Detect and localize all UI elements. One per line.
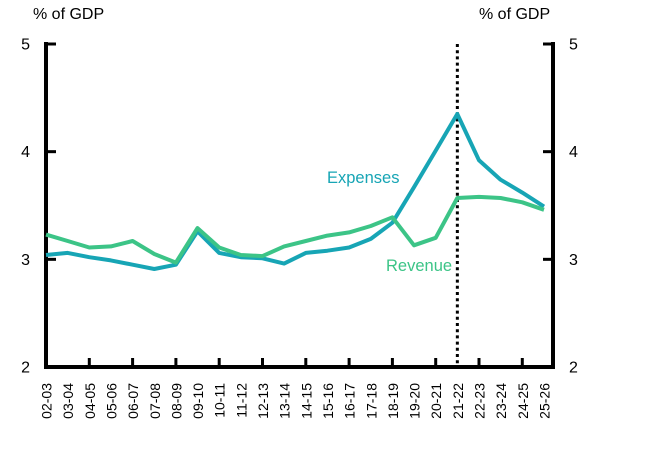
x-category-label: 09-10 — [190, 383, 206, 419]
x-category-label: 04-05 — [82, 383, 98, 419]
x-category-label: 20-21 — [428, 383, 444, 419]
x-category-label: 17-18 — [363, 383, 379, 419]
x-category-label: 11-12 — [233, 383, 249, 418]
right-ytick-label: 3 — [569, 252, 578, 269]
x-category-label: 14-15 — [298, 383, 314, 419]
x-category-label: 19-20 — [407, 383, 423, 419]
x-category-label: 02-03 — [39, 383, 55, 419]
left-axis-unit-label: % of GDP — [33, 6, 105, 23]
x-category-label: 24-25 — [515, 383, 531, 419]
x-category-label: 07-08 — [147, 383, 163, 419]
left-ytick-label: 5 — [21, 37, 30, 54]
right-ytick-label: 5 — [569, 37, 578, 54]
x-category-label: 18-19 — [385, 383, 401, 419]
left-ytick-label: 2 — [21, 360, 30, 377]
x-category-label: 05-06 — [103, 383, 119, 419]
x-category-label: 16-17 — [342, 383, 358, 419]
x-category-label: 08-09 — [168, 383, 184, 419]
x-category-label: 22-23 — [472, 383, 488, 419]
x-category-label: 23-24 — [493, 383, 509, 419]
x-category-label: 06-07 — [125, 383, 141, 419]
x-category-label: 25-26 — [536, 383, 552, 419]
x-category-label: 13-14 — [277, 383, 293, 419]
left-ytick-label: 4 — [21, 144, 30, 161]
x-category-label: 15-16 — [320, 383, 336, 419]
x-category-label: 10-11 — [212, 383, 228, 418]
right-ytick-label: 4 — [569, 144, 578, 161]
right-ytick-label: 2 — [569, 360, 578, 377]
expenses-line — [45, 112, 546, 271]
left-ytick-label: 3 — [21, 252, 30, 269]
x-category-label: 21-22 — [450, 383, 466, 419]
revenue-line — [45, 194, 545, 265]
x-category-label: 12-13 — [255, 383, 271, 419]
x-category-label: 03-04 — [60, 383, 76, 419]
revenue-series-label: Revenue — [386, 257, 453, 275]
right-axis-unit-label: % of GDP — [479, 6, 551, 23]
expenses-series-label: Expenses — [327, 169, 400, 187]
